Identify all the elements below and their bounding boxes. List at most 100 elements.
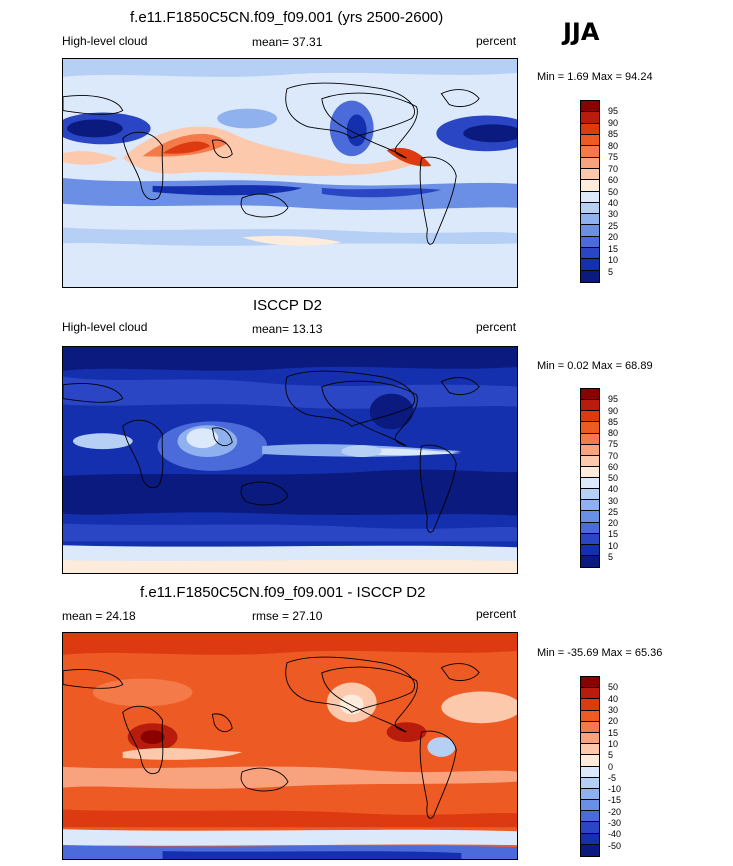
colorbar-swatch [581, 822, 599, 834]
panel2-title: ISCCP D2 [253, 297, 322, 314]
colorbar-tick-label: 25 [608, 220, 619, 231]
colorbar-tick-label: 85 [608, 416, 619, 427]
colorbar-tick-label: 15 [608, 529, 619, 540]
colorbar-swatch [581, 422, 599, 434]
panel1-map-svg [63, 59, 517, 287]
colorbar-tick-label: 95 [608, 394, 619, 405]
colorbar-tick-label: 80 [608, 428, 619, 438]
colorbar-tick-label: 15 [608, 727, 619, 738]
panel3-map-svg [63, 633, 517, 859]
panel1-colorbar-box [580, 100, 600, 283]
colorbar-tick-label: 20 [608, 716, 619, 727]
panel3-minmax: Min = -35.69 Max = 65.36 [537, 647, 663, 659]
colorbar-swatch [581, 478, 599, 490]
colorbar-tick-label: 10 [608, 255, 619, 266]
panel3-title: f.e11.F1850C5CN.f09_f09.001 - ISCCP D2 [140, 584, 426, 601]
colorbar-swatch [581, 544, 599, 556]
colorbar-tick-label: 40 [608, 484, 619, 495]
colorbar-tick-label: 40 [608, 197, 619, 208]
colorbar-tick-label: 90 [608, 117, 619, 128]
colorbar-tick-label: -40 [608, 829, 622, 840]
colorbar-swatch [581, 157, 599, 169]
panel3-colorbar: 50 40 30 20 15 10 5 0 -5 -10 -15 -20 -30 -40 -50 [580, 676, 621, 857]
colorbar-swatch [581, 101, 599, 113]
colorbar-swatch [581, 755, 599, 767]
colorbar-swatch [581, 123, 599, 135]
panel3-map [62, 632, 518, 860]
colorbar-swatch [581, 270, 599, 282]
panel2-map [62, 346, 518, 574]
panel2-map-svg [63, 347, 517, 573]
colorbar-tick-label: 80 [608, 140, 619, 151]
colorbar-swatch [581, 710, 599, 722]
colorbar-swatch [581, 112, 599, 124]
colorbar-swatch [581, 788, 599, 801]
colorbar-swatch [581, 214, 599, 226]
colorbar-swatch [581, 555, 599, 567]
colorbar-tick-label: -20 [608, 806, 622, 817]
colorbar-tick-label: 20 [608, 518, 619, 528]
colorbar-swatch [581, 455, 599, 467]
colorbar-swatch [581, 699, 599, 711]
colorbar-swatch [581, 500, 599, 512]
colorbar-tick-label: -50 [608, 840, 622, 851]
colorbar-tick-label: -5 [608, 772, 617, 783]
colorbar-tick-label: 75 [608, 152, 619, 163]
colorbar-swatch [581, 236, 599, 249]
colorbar-swatch [581, 800, 599, 812]
colorbar-tick-label: 30 [608, 495, 619, 506]
colorbar-tick-label: 10 [608, 738, 619, 749]
colorbar-tick-label: 50 [608, 682, 619, 693]
colorbar-tick-label: 5 [608, 266, 614, 277]
colorbar-swatch [581, 511, 599, 523]
panel3-units: percent [476, 607, 517, 621]
panel1-minmax: Min = 1.69 Max = 94.24 [537, 71, 653, 83]
panel2-colorbar-box [580, 388, 600, 568]
colorbar-tick-label: -30 [608, 818, 622, 829]
colorbar-swatch [581, 489, 599, 501]
colorbar-swatch [581, 400, 599, 412]
colorbar-tick-label: 50 [608, 186, 619, 197]
panel1-mean: mean= 37.31 [252, 35, 323, 49]
colorbar-swatch [581, 225, 599, 237]
colorbar-tick-label: 70 [608, 450, 619, 461]
colorbar-tick-label: 95 [608, 106, 619, 117]
colorbar-swatch [581, 180, 599, 192]
colorbar-tick-label: 20 [608, 232, 619, 243]
colorbar-tick-label: 30 [608, 209, 619, 220]
panel3-rmse: rmse = 27.10 [252, 609, 323, 623]
colorbar-tick-label: 70 [608, 163, 619, 174]
colorbar-tick-label: 5 [608, 551, 614, 562]
colorbar-swatch [581, 844, 599, 856]
colorbar-swatch [581, 732, 599, 745]
panel1-colorbar: 95 90 85 80 75 70 60 50 40 30 25 20 15 10 5 [580, 100, 618, 283]
colorbar-swatch [581, 248, 599, 260]
colorbar-swatch [581, 444, 599, 456]
colorbar-tick-label: 60 [608, 461, 619, 472]
colorbar-swatch [581, 721, 599, 733]
colorbar-tick-label: 0 [608, 761, 614, 772]
season-label: JJA [563, 18, 600, 46]
colorbar-swatch [581, 777, 599, 789]
panel2-units: percent [476, 320, 517, 334]
colorbar-swatch [581, 146, 599, 158]
colorbar-swatch [581, 688, 599, 700]
colorbar-tick-label: -15 [608, 795, 622, 806]
colorbar-swatch [581, 466, 599, 478]
colorbar-tick-label: 15 [608, 243, 619, 254]
colorbar-tick-label: 10 [608, 540, 619, 551]
colorbar-tick-label: 40 [608, 693, 619, 704]
colorbar-swatch [581, 134, 599, 147]
panel2-colorbar: 95 90 85 80 75 70 60 50 40 30 25 20 15 10 5 [580, 388, 618, 568]
colorbar-swatch [581, 202, 599, 215]
colorbar-swatch [581, 522, 599, 534]
colorbar-swatch [581, 389, 599, 401]
colorbar-swatch [581, 766, 599, 778]
colorbar-swatch [581, 411, 599, 423]
colorbar-swatch [581, 811, 599, 823]
colorbar-tick-label: 90 [608, 405, 619, 416]
colorbar-swatch [581, 533, 599, 545]
colorbar-swatch [581, 433, 599, 445]
colorbar-swatch [581, 168, 599, 181]
colorbar-swatch [581, 259, 599, 271]
